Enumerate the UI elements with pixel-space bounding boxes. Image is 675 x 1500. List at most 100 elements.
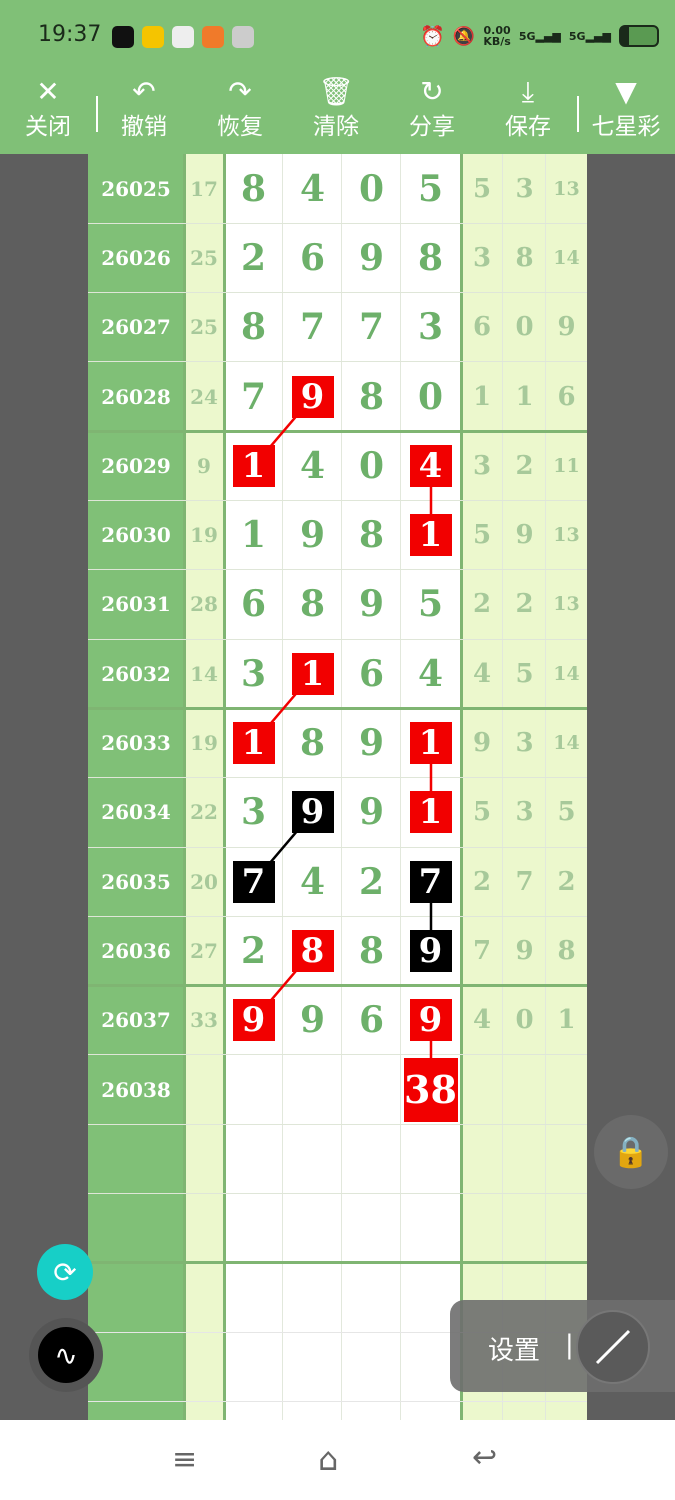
- stat-cell: 14: [553, 246, 580, 269]
- highlighted-digit[interactable]: 7: [409, 860, 452, 903]
- digit-cell: 2: [358, 860, 385, 903]
- toolbar-download-button[interactable]: ⤓ 保存: [488, 76, 568, 146]
- digit-cell: 7: [299, 306, 326, 349]
- net-unit: KB/s: [483, 35, 511, 48]
- stat-cell: 11: [553, 454, 580, 477]
- sum-value: [184, 1055, 224, 1124]
- grid-line: [88, 1331, 587, 1333]
- toolbar-close-button[interactable]: ✕ 关闭: [8, 76, 88, 146]
- grid-line: [88, 569, 587, 571]
- home-icon[interactable]: ⌂: [318, 1440, 339, 1478]
- stat-cell: 14: [553, 662, 580, 685]
- close-icon: ✕: [36, 75, 60, 108]
- digit-cell: 8: [299, 583, 326, 626]
- digit-cell: 1: [401, 778, 460, 847]
- digit-cell: 8: [299, 722, 326, 765]
- stat-cell: 5: [557, 797, 576, 828]
- highlighted-digit[interactable]: 1: [409, 722, 452, 765]
- toolbar-label: 关闭: [25, 114, 71, 140]
- highlighted-digit[interactable]: 1: [291, 652, 334, 695]
- sum-value: 24: [190, 384, 218, 409]
- grid-line: [223, 154, 226, 1420]
- highlighted-digit[interactable]: 9: [232, 999, 275, 1042]
- notification-icons: [112, 26, 254, 48]
- issue-number: 26026: [101, 245, 171, 270]
- grid-line: [88, 915, 587, 917]
- highlighted-digit[interactable]: 1: [232, 444, 275, 487]
- highlighted-digit[interactable]: 7: [232, 860, 275, 903]
- menu-icon[interactable]: ≡: [172, 1442, 198, 1477]
- highlighted-digit[interactable]: 1: [409, 791, 452, 834]
- stat-cell: 9: [515, 935, 534, 966]
- pen-icon: ∿: [38, 1327, 94, 1383]
- toolbar-undo-button[interactable]: ↶ 撤销: [104, 76, 184, 146]
- stat-cell: 9: [515, 520, 534, 551]
- lottery-chart-grid[interactable]: 26025 17 8 4 0 5 5 3 13 26026 25 2 6 9 8 3 8 14 26027 25 8 7 7…: [88, 154, 587, 1420]
- share-icon: ↻: [420, 75, 444, 108]
- lock-icon: 🔒: [612, 1134, 650, 1170]
- digit-cell: 4: [417, 652, 444, 695]
- top-bar: 19:37 ⏰ 🔕 0.00 KB/s 5G▂▄▆ 5G▂▄▆ ✕ 关闭 ↶ 撤销 ↷ 恢复…: [0, 0, 675, 154]
- highlighted-digit[interactable]: 9: [409, 999, 452, 1042]
- stat-cell: 3: [472, 450, 492, 481]
- grid-line: [88, 706, 587, 710]
- app-icon: [142, 26, 164, 48]
- highlighted-digit[interactable]: 1: [232, 722, 275, 765]
- sum-value: 27: [190, 938, 218, 963]
- digit-cell: 1: [401, 501, 460, 570]
- highlighted-digit[interactable]: 8: [291, 929, 334, 972]
- mute-icon: 🔕: [452, 25, 476, 47]
- digit-cell: 8: [283, 916, 342, 985]
- digit-cell: 1: [224, 708, 283, 777]
- pen-button[interactable]: ∿: [29, 1318, 103, 1392]
- grid-line: [400, 154, 401, 1420]
- stat-cell: 13: [553, 177, 580, 200]
- toolbar-redo-button[interactable]: ↷ 恢复: [200, 76, 280, 146]
- sum-value: 22: [190, 800, 218, 825]
- digit-cell: [342, 1055, 401, 1124]
- toolbar-dropdown-triangle-button[interactable]: ▼ 七星彩: [586, 76, 666, 146]
- digit-cell: 2: [240, 236, 267, 279]
- toolbar-share-button[interactable]: ↻ 分享: [392, 76, 472, 146]
- stat-cell: 8: [557, 935, 576, 966]
- dropdown-triangle-icon: ▼: [615, 75, 637, 108]
- grid-line: [88, 222, 587, 224]
- digit-cell: 4: [299, 444, 326, 487]
- highlighted-digit[interactable]: 9: [291, 375, 334, 418]
- download-icon: ⤓: [521, 75, 535, 108]
- line-tool-button[interactable]: [576, 1310, 650, 1384]
- back-icon[interactable]: ↩: [472, 1440, 498, 1475]
- issue-number: 26031: [101, 592, 171, 617]
- highlighted-digit[interactable]: 9: [291, 791, 334, 834]
- stat-cell: 13: [553, 524, 580, 547]
- battery-icon: [618, 25, 659, 47]
- highlighted-digit[interactable]: 1: [409, 514, 452, 557]
- grid-line: [88, 429, 587, 433]
- stat-cell: 6: [557, 381, 576, 412]
- stat-cell: 2: [557, 866, 576, 897]
- highlighted-digit[interactable]: 4: [409, 444, 452, 487]
- digit-cell: 5: [417, 167, 444, 210]
- highlighted-digit[interactable]: 9: [409, 929, 452, 972]
- settings-divider: |: [565, 1330, 574, 1360]
- grid-column: [224, 154, 461, 1420]
- digit-cell: 0: [417, 375, 444, 418]
- settings-button[interactable]: 设置: [488, 1336, 541, 1366]
- grid-line: [341, 154, 342, 1420]
- digit-cell: [224, 1055, 283, 1124]
- digit-cell: 8: [358, 514, 385, 557]
- video-app-icon: [202, 26, 224, 48]
- stat-cell: 9: [472, 728, 492, 759]
- digit-cell: 38: [401, 1055, 460, 1124]
- grid-line: [88, 1400, 587, 1402]
- digit-cell: 1: [401, 708, 460, 777]
- digit-cell: 9: [299, 999, 326, 1042]
- refresh-button[interactable]: ⟳: [37, 1244, 93, 1300]
- digit-cell: 4: [401, 431, 460, 500]
- lock-button[interactable]: 🔒: [594, 1115, 668, 1189]
- highlighted-digit[interactable]: 38: [403, 1057, 458, 1122]
- alarm-icon: ⏰: [420, 24, 445, 48]
- digit-cell: 9: [358, 236, 385, 279]
- grid-line: [183, 154, 186, 1420]
- toolbar-trash-button[interactable]: 🗑 清除: [296, 76, 376, 146]
